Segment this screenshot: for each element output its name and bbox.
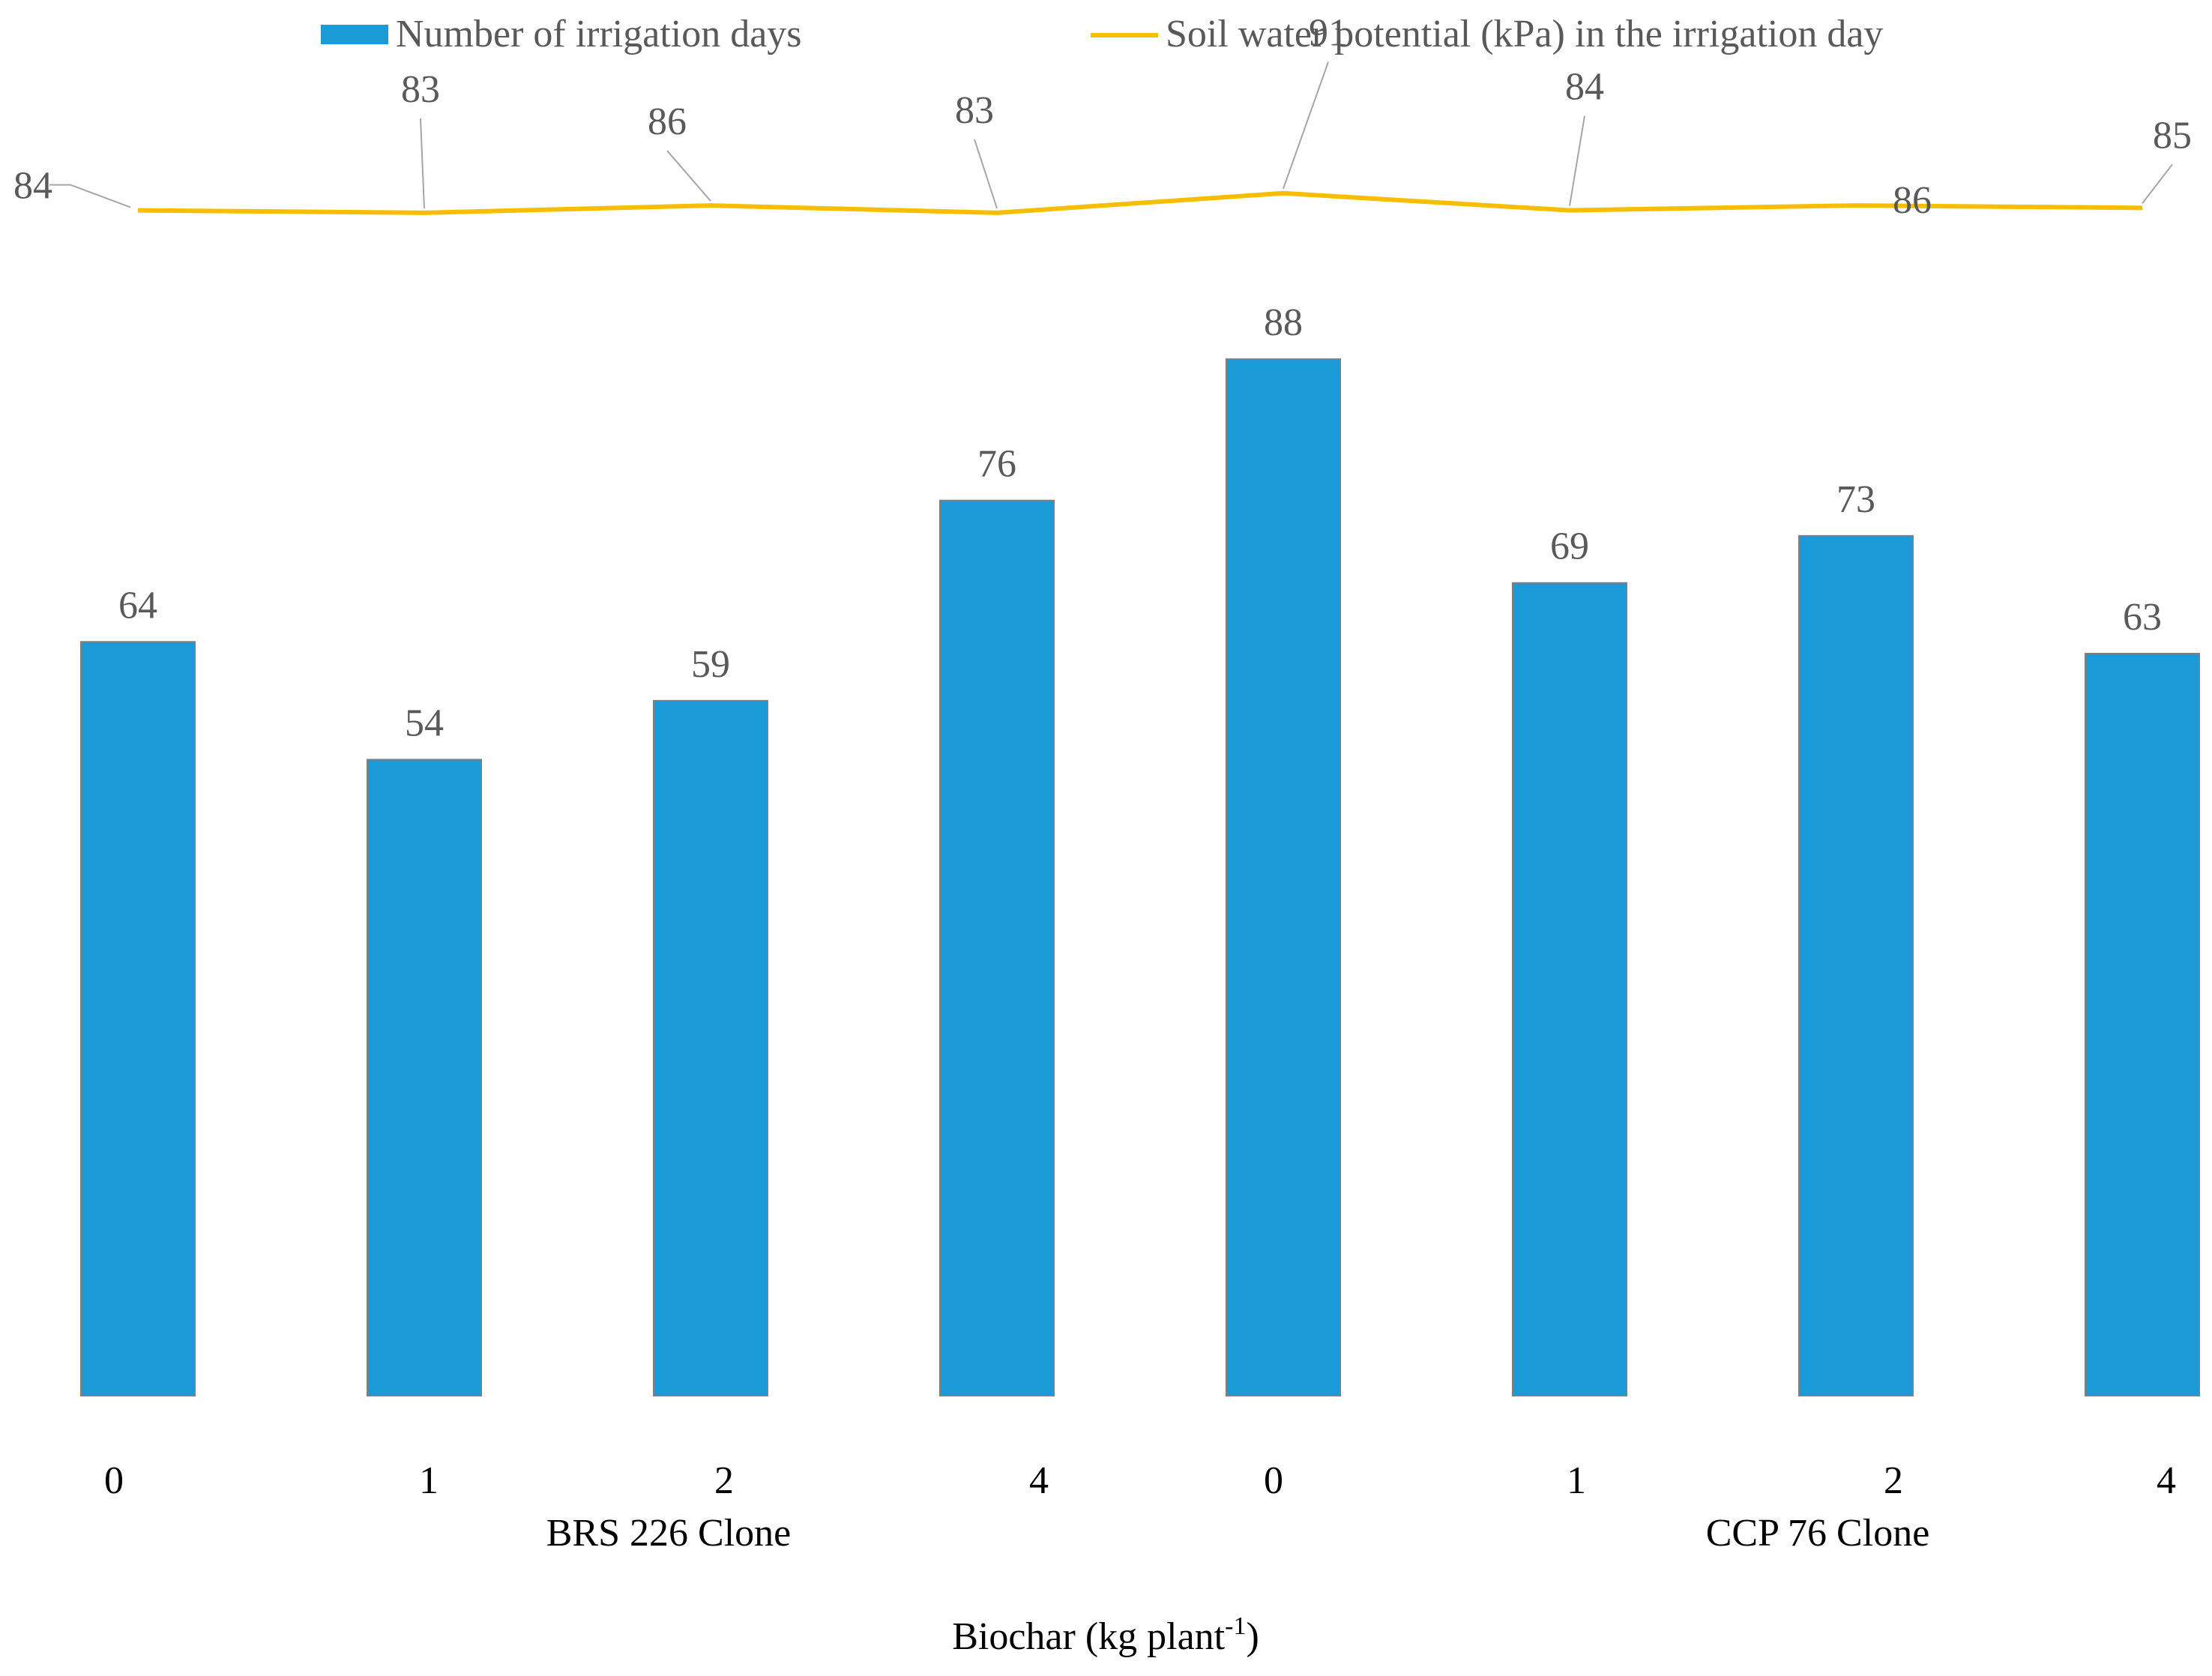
x-axis-group-labels: BRS 226 Clone CCP 76 Clone: [546, 1512, 1930, 1555]
bar-4: [1226, 358, 1341, 1397]
line-label-2: 86: [648, 100, 687, 143]
bar-0: [80, 641, 196, 1396]
bar-series: [80, 358, 2200, 1397]
leader-line-4: [1283, 61, 1329, 190]
line-data-labels: 84 83 86 83 91 84 86 85: [13, 12, 2192, 222]
bar-6: [1798, 534, 1914, 1396]
bar-label-7: 63: [2123, 596, 2162, 639]
bar-1: [367, 759, 482, 1396]
x-tick-label-4: 0: [1264, 1459, 1283, 1502]
legend-line-label: Soil water potential (kPa) in the irriga…: [1166, 13, 1883, 55]
bar-label-4: 88: [1264, 301, 1303, 344]
line-label-4: 91: [1309, 12, 1348, 55]
line-label-7: 85: [2153, 114, 2192, 157]
bar-2: [653, 699, 768, 1396]
leader-line-7: [2142, 163, 2173, 204]
line-label-5: 84: [1565, 66, 1604, 109]
bar-label-6: 73: [1836, 478, 1875, 521]
x-tick-label-7: 4: [2157, 1459, 2176, 1502]
bar-3: [939, 499, 1055, 1397]
bar-label-5: 69: [1550, 525, 1589, 568]
leader-line-0: [49, 184, 131, 208]
line-series: [137, 190, 2143, 215]
leader-line-5: [1569, 115, 1585, 206]
bar-7: [2085, 653, 2200, 1396]
x-tick-label-2: 2: [714, 1459, 734, 1502]
leader-line-1: [420, 118, 425, 208]
leader-line-3: [974, 139, 998, 209]
legend-bar-label: Number of irrigation days: [396, 13, 802, 55]
bar-label-2: 59: [691, 643, 730, 686]
bar-5: [1512, 582, 1627, 1397]
line-label-0: 84: [13, 165, 52, 208]
leader-line-2: [666, 150, 711, 202]
x-tick-label-5: 1: [1567, 1459, 1586, 1502]
x-tick-label-0: 0: [104, 1459, 124, 1502]
group-label-1: CCP 76 Clone: [1706, 1512, 1930, 1555]
group-label-0: BRS 226 Clone: [546, 1512, 792, 1555]
x-axis-tick-labels: 0 1 2 4 0 1 2 4: [104, 1459, 2176, 1502]
legend-bar-swatch: [321, 25, 388, 44]
bar-data-labels: 64 54 59 76 88 69 73 63: [118, 301, 2162, 744]
x-tick-label-1: 1: [419, 1459, 439, 1502]
legend: Number of irrigation days Soil water pot…: [321, 13, 1883, 55]
x-axis-title: Biochar (kg plant-1): [952, 1612, 1259, 1658]
x-tick-label-3: 4: [1029, 1459, 1049, 1502]
bar-label-1: 54: [405, 702, 444, 744]
bar-label-0: 64: [118, 584, 157, 627]
x-tick-label-6: 2: [1884, 1459, 1903, 1502]
line-label-1: 83: [401, 68, 440, 111]
line-label-6: 86: [1893, 179, 1932, 222]
bar-label-3: 76: [977, 443, 1016, 486]
soil-water-potential-line: [137, 190, 2143, 215]
line-label-3: 83: [955, 89, 994, 132]
